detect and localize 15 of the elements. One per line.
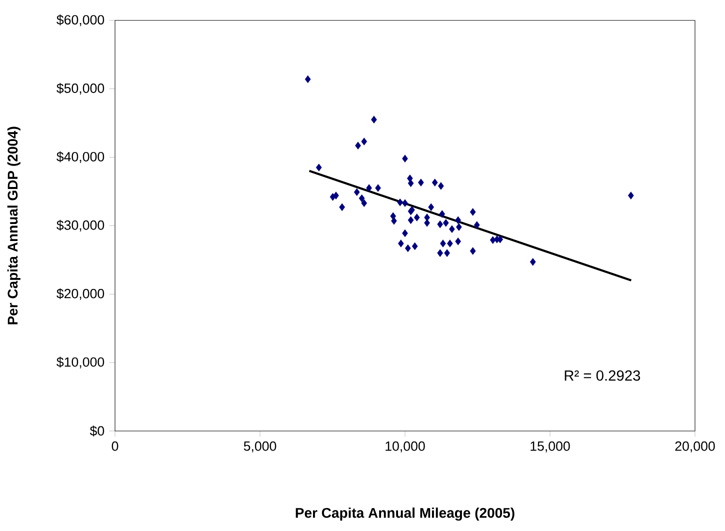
annotation: R² = 0.2923	[564, 370, 640, 381]
x-tick-label: 10,000	[386, 441, 425, 452]
x-tick-label: 15,000	[530, 441, 570, 452]
y-tick-label: $30,000	[56, 220, 104, 232]
y-tick-label: $40,000	[56, 151, 104, 164]
x-tick-label: 5,000	[244, 441, 276, 452]
x-axis-title: Per Capita Annual Mileage (2005)	[296, 508, 514, 521]
y-tick-label: $10,000	[56, 356, 104, 368]
y-tick-label: $60,000	[56, 14, 104, 26]
y-tick-label: $0	[90, 426, 104, 436]
y-axis-title: Per Capita Annual GDP (2004)	[7, 126, 20, 324]
y-tick-label: $50,000	[56, 82, 104, 95]
x-tick-label: 0	[112, 441, 118, 451]
x-tick-label: 20,000	[675, 441, 715, 452]
y-tick-label: $20,000	[56, 288, 104, 300]
